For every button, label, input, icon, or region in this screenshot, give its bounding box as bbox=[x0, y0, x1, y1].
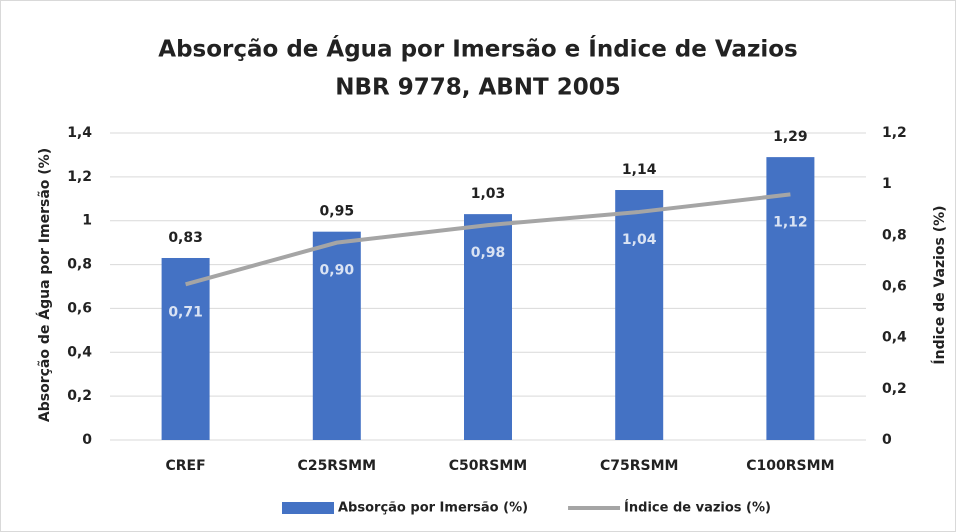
bar-value-label: 0,83 bbox=[168, 230, 203, 246]
line-value-label: 0,90 bbox=[320, 263, 355, 279]
y-tick-label: 1 bbox=[82, 213, 92, 229]
x-tick-label: CREF bbox=[166, 458, 206, 474]
y-tick-label: 0,2 bbox=[67, 388, 92, 404]
y2-tick-label: 1,2 bbox=[882, 125, 907, 141]
y-tick-label: 0,4 bbox=[67, 344, 92, 360]
y2-tick-label: 0,6 bbox=[882, 279, 907, 295]
y2-tick-label: 0,8 bbox=[882, 227, 907, 243]
bar bbox=[766, 157, 815, 440]
bar bbox=[464, 214, 512, 440]
chart-title: Absorção de Água por Imersão e Índice de… bbox=[158, 35, 797, 63]
line bbox=[185, 192, 791, 287]
y2-axis-label: Índice de Vazios (%) bbox=[931, 205, 948, 364]
x-tick-label: C100RSMM bbox=[746, 458, 834, 474]
chart-title: NBR 9778, ABNT 2005 bbox=[335, 75, 621, 101]
y2-tick-label: 0 bbox=[882, 432, 892, 448]
x-tick-label: C75RSMM bbox=[600, 458, 678, 474]
y-tick-label: 0,8 bbox=[67, 257, 92, 273]
y-axis-label: Absorção de Água por Imersão (%) bbox=[36, 148, 53, 422]
legend-swatch bbox=[282, 502, 334, 514]
line-value-label: 0,71 bbox=[168, 304, 203, 320]
legend-label: Absorção por Imersão (%) bbox=[338, 501, 528, 516]
bar-value-label: 0,95 bbox=[320, 204, 355, 220]
y-tick-label: 1,2 bbox=[67, 169, 92, 185]
x-tick-label: C25RSMM bbox=[298, 458, 376, 474]
bar-value-label: 1,03 bbox=[471, 186, 506, 202]
line-value-label: 1,04 bbox=[622, 232, 657, 248]
legend-label: Índice de vazios (%) bbox=[624, 500, 771, 516]
bar-value-label: 1,14 bbox=[622, 162, 657, 178]
y-tick-label: 1,4 bbox=[67, 125, 92, 141]
bar bbox=[161, 257, 210, 440]
bar-value-label: 1,29 bbox=[773, 129, 808, 145]
line-value-label: 1,12 bbox=[773, 214, 808, 230]
y2-tick-label: 0,4 bbox=[882, 330, 907, 346]
y-tick-label: 0 bbox=[82, 432, 92, 448]
y2-tick-label: 1 bbox=[882, 176, 892, 192]
y2-tick-label: 0,2 bbox=[882, 381, 907, 397]
line-value-label: 0,98 bbox=[471, 245, 506, 261]
x-tick-label: C50RSMM bbox=[449, 458, 527, 474]
bar bbox=[615, 190, 664, 440]
y-tick-label: 0,6 bbox=[67, 300, 92, 316]
bar bbox=[312, 231, 361, 440]
